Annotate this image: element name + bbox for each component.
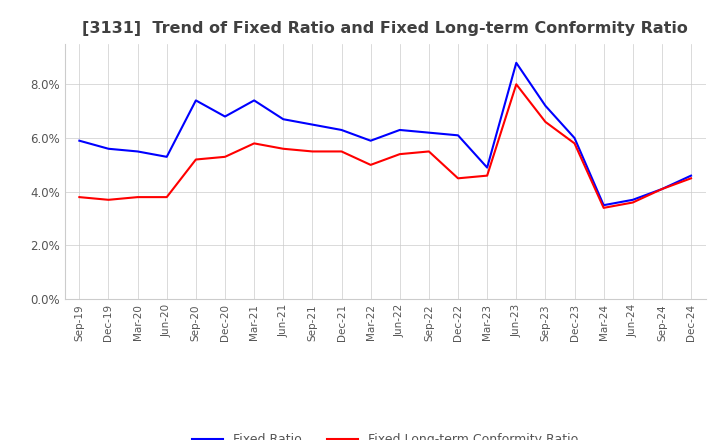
- Fixed Long-term Conformity Ratio: [629, 200, 637, 205]
- Fixed Ratio: [629, 197, 637, 202]
- Fixed Long-term Conformity Ratio: [570, 141, 579, 146]
- Fixed Long-term Conformity Ratio: [599, 205, 608, 210]
- Fixed Ratio: [133, 149, 142, 154]
- Fixed Ratio: [570, 136, 579, 141]
- Fixed Ratio: [163, 154, 171, 159]
- Fixed Ratio: [425, 130, 433, 135]
- Fixed Long-term Conformity Ratio: [512, 82, 521, 87]
- Line: Fixed Ratio: Fixed Ratio: [79, 63, 691, 205]
- Fixed Ratio: [454, 133, 462, 138]
- Fixed Ratio: [687, 173, 696, 178]
- Fixed Long-term Conformity Ratio: [541, 119, 550, 125]
- Fixed Ratio: [308, 122, 317, 127]
- Fixed Long-term Conformity Ratio: [163, 194, 171, 200]
- Fixed Long-term Conformity Ratio: [75, 194, 84, 200]
- Fixed Long-term Conformity Ratio: [657, 187, 666, 192]
- Legend: Fixed Ratio, Fixed Long-term Conformity Ratio: Fixed Ratio, Fixed Long-term Conformity …: [187, 428, 583, 440]
- Fixed Long-term Conformity Ratio: [308, 149, 317, 154]
- Fixed Ratio: [250, 98, 258, 103]
- Fixed Ratio: [395, 127, 404, 132]
- Line: Fixed Long-term Conformity Ratio: Fixed Long-term Conformity Ratio: [79, 84, 691, 208]
- Fixed Ratio: [483, 165, 492, 170]
- Fixed Ratio: [541, 103, 550, 108]
- Fixed Long-term Conformity Ratio: [395, 151, 404, 157]
- Fixed Ratio: [220, 114, 229, 119]
- Fixed Long-term Conformity Ratio: [279, 146, 287, 151]
- Title: [3131]  Trend of Fixed Ratio and Fixed Long-term Conformity Ratio: [3131] Trend of Fixed Ratio and Fixed Lo…: [82, 21, 688, 36]
- Fixed Long-term Conformity Ratio: [250, 141, 258, 146]
- Fixed Long-term Conformity Ratio: [104, 197, 113, 202]
- Fixed Long-term Conformity Ratio: [483, 173, 492, 178]
- Fixed Long-term Conformity Ratio: [220, 154, 229, 159]
- Fixed Ratio: [75, 138, 84, 143]
- Fixed Long-term Conformity Ratio: [192, 157, 200, 162]
- Fixed Ratio: [366, 138, 375, 143]
- Fixed Long-term Conformity Ratio: [337, 149, 346, 154]
- Fixed Long-term Conformity Ratio: [425, 149, 433, 154]
- Fixed Long-term Conformity Ratio: [133, 194, 142, 200]
- Fixed Long-term Conformity Ratio: [454, 176, 462, 181]
- Fixed Long-term Conformity Ratio: [687, 176, 696, 181]
- Fixed Long-term Conformity Ratio: [366, 162, 375, 168]
- Fixed Ratio: [337, 127, 346, 132]
- Fixed Ratio: [192, 98, 200, 103]
- Fixed Ratio: [279, 117, 287, 122]
- Fixed Ratio: [512, 60, 521, 66]
- Fixed Ratio: [599, 202, 608, 208]
- Fixed Ratio: [657, 187, 666, 192]
- Fixed Ratio: [104, 146, 113, 151]
